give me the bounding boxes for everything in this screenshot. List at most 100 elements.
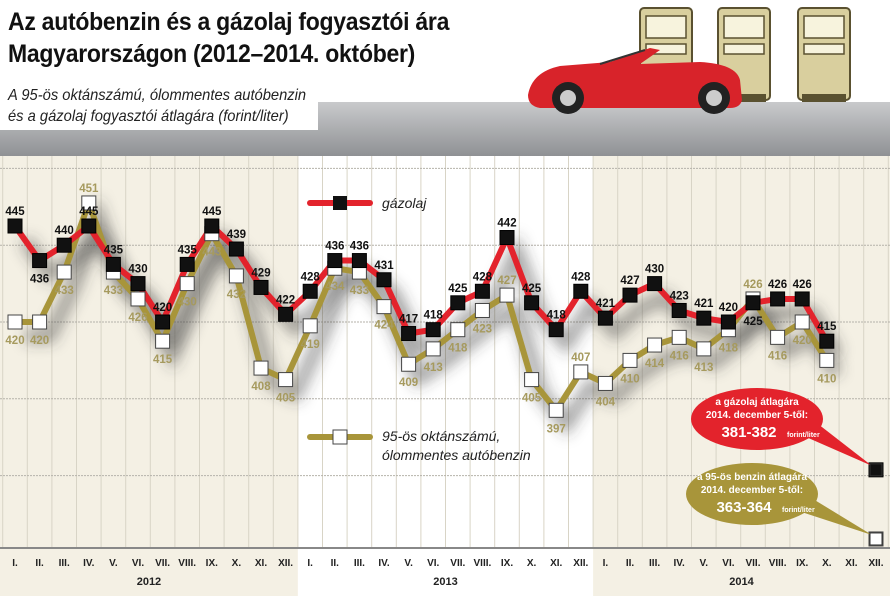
diesel-data-label: 422 [276,294,295,306]
month-tick-label: XI. [550,558,562,569]
fuel-pump-icon [797,7,851,102]
petrol-point [228,268,244,284]
diesel-point [253,279,269,295]
month-tick-label: II. [331,558,340,569]
petrol-point [573,364,589,380]
petrol-data-label: 420 [5,335,24,347]
title-line-2: Magyarországon (2012–2014. október) [8,40,416,68]
month-tick-label: II. [626,558,635,569]
diesel-point [130,276,146,292]
petrol-data-label: 426 [743,279,762,291]
legend-petrol-marker [332,429,348,445]
diesel-callout-line2: 2014. december 5-től: [706,410,808,421]
diesel-point [32,253,48,269]
month-tick-label: XII. [573,558,588,569]
petrol-callout-bubble [686,463,818,525]
diesel-point [745,295,761,311]
diesel-callout-bubble [691,388,823,450]
diesel-point [450,295,466,311]
diesel-point [720,314,736,330]
month-tick-label: X. [527,558,537,569]
diesel-point [81,218,97,234]
diesel-data-label: 426 [768,279,787,291]
diesel-data-label: 440 [55,225,74,237]
year-label: 2012 [137,576,161,588]
month-tick-label: X. [232,558,242,569]
petrol-point [474,302,490,318]
month-tick-label: V. [700,558,709,569]
petrol-callout-unit: forint/liter [782,507,815,514]
subtitle-line-2: és a gázolaj fogyasztói átlagára (forint… [8,108,289,125]
petrol-point [130,291,146,307]
month-tick-label: VII. [745,558,760,569]
petrol-line [15,199,830,414]
diesel-data-label: 429 [251,267,270,279]
red-convertible-car-icon [528,48,742,114]
month-tick-label: V. [109,558,118,569]
diesel-point [56,237,72,253]
year-label: 2013 [433,576,457,588]
diesel-data-label: 425 [522,283,542,295]
diesel-data-label: 421 [596,298,616,310]
month-tick-label: VI. [132,558,144,569]
petrol-data-label: 418 [448,343,468,355]
petrol-data-label: 416 [768,350,787,362]
petrol-data-label: 416 [670,350,689,362]
diesel-data-label: 435 [178,244,198,256]
diesel-data-label: 428 [473,271,493,283]
petrol-data-label: 430 [178,297,197,309]
diesel-point [327,253,343,269]
petrol-point [622,352,638,368]
diesel-point [425,322,441,338]
petrol-callout-value: 363-364 [716,499,772,516]
petrol-data-label: 420 [30,335,49,347]
petrol-data-label: 433 [55,285,74,297]
petrol-point [696,341,712,357]
petrol-point [253,360,269,376]
month-tick-label: VII. [155,558,170,569]
diesel-data-label: 421 [694,298,714,310]
petrol-callout-line2: 2014. december 5-től: [701,485,803,496]
diesel-point [7,218,23,234]
petrol-december-point [869,532,883,546]
chart-title: Az autóbenzin és a gázolaj fogyasztói ár… [8,6,449,70]
diesel-callout-value: 381-382 [721,424,776,441]
diesel-data-label: 425 [743,316,763,328]
month-tick-label: VIII. [769,558,787,569]
petrol-data-label: 410 [620,373,639,385]
diesel-point [401,326,417,342]
diesel-point [351,253,367,269]
legend-petrol-label-1: 95-ös oktánszámú, [382,428,500,444]
petrol-point [425,341,441,357]
month-tick-label: VI. [427,558,439,569]
legend-diesel-marker [333,196,347,210]
petrol-data-label: 409 [399,377,418,389]
diesel-data-label: 420 [153,302,172,314]
diesel-point [474,283,490,299]
petrol-data-label: 408 [251,381,271,393]
petrol-point [155,333,171,349]
petrol-point [56,264,72,280]
petrol-data-label: 404 [596,396,616,408]
year-band-2012 [0,156,298,596]
diesel-data-label: 431 [374,260,394,272]
petrol-point [819,352,835,368]
month-tick-label: XI. [845,558,857,569]
petrol-point [671,329,687,345]
diesel-point [770,291,786,307]
month-tick-label: IX. [501,558,513,569]
diesel-point [204,218,220,234]
diesel-point [302,283,318,299]
year-label: 2014 [729,576,754,588]
petrol-point [499,287,515,303]
month-tick-label: I. [12,558,18,569]
title-line-1: Az autóbenzin és a gázolaj fogyasztói ár… [8,8,450,36]
petrol-data-label: 424 [374,320,394,332]
diesel-december-point [869,463,883,477]
month-tick-label: IX. [796,558,808,569]
petrol-data-label: 405 [522,393,542,405]
diesel-point [696,310,712,326]
diesel-data-label: 428 [571,271,591,283]
diesel-data-label: 423 [670,290,689,302]
diesel-data-label: 415 [817,321,837,333]
